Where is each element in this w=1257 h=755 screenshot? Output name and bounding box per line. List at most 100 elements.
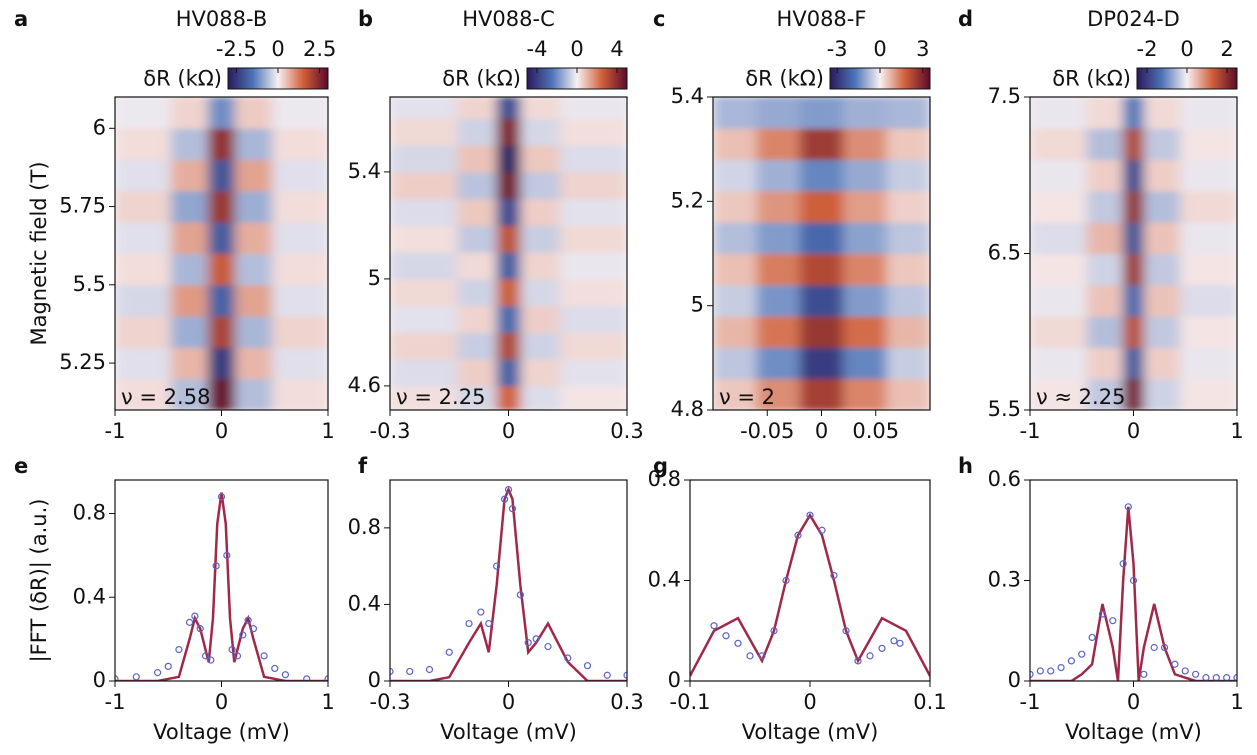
x-tick-label: -1 xyxy=(1020,690,1041,714)
data-point xyxy=(603,671,611,679)
data-point xyxy=(524,639,532,647)
heatmap-cell xyxy=(170,190,209,223)
heatmap-cell xyxy=(234,253,273,286)
panel-label: e xyxy=(14,454,28,478)
heatmap-cell xyxy=(886,159,930,192)
heatmap-cell xyxy=(799,97,844,129)
data-point xyxy=(212,562,220,570)
x-tick-label: 0 xyxy=(502,690,515,714)
data-point xyxy=(1057,663,1065,672)
heatmap-cell xyxy=(799,128,844,161)
heatmap-cell xyxy=(1030,159,1088,192)
heatmap-cell xyxy=(457,278,498,307)
heatmap-cell xyxy=(208,316,236,348)
heatmap-cell xyxy=(170,128,209,161)
heatmap-cell xyxy=(756,284,801,317)
heatmap-cell xyxy=(390,225,458,253)
x-tick-label: 0 xyxy=(815,419,828,443)
heatmap-cell xyxy=(234,222,273,254)
heatmap-cell xyxy=(843,347,888,380)
data-point xyxy=(504,485,513,494)
plot-area xyxy=(1030,97,1237,410)
heatmap-cell xyxy=(272,190,328,223)
heatmap-cell xyxy=(713,284,757,317)
heatmap-cell xyxy=(390,198,458,226)
heatmap-cell xyxy=(1123,378,1145,410)
colorbar-label: δR (kΩ) xyxy=(143,67,222,91)
heatmap-cell xyxy=(520,305,561,333)
colorbar-tick-label: 3 xyxy=(916,37,929,61)
heatmap-cell xyxy=(496,97,521,119)
heatmap-cell xyxy=(886,190,930,223)
plot-area xyxy=(713,97,930,410)
y-tick-label: 0.6 xyxy=(988,467,1021,491)
data-point xyxy=(201,652,210,660)
y-tick-label: 5.25 xyxy=(59,350,106,374)
plot-area xyxy=(1030,503,1237,681)
heatmap-cell xyxy=(843,253,888,286)
x-tick-label: 0 xyxy=(803,690,816,714)
data-point xyxy=(896,639,904,647)
heatmap-cell xyxy=(390,252,458,280)
data-point xyxy=(175,645,183,654)
colorbar-tick-label: -2.5 xyxy=(216,37,257,61)
heatmap-cell xyxy=(115,347,172,380)
data-point xyxy=(746,652,754,660)
heatmap-cell xyxy=(1143,222,1181,254)
x-axis-label: Voltage (mV) xyxy=(153,720,290,744)
x-tick-label: 1 xyxy=(321,419,334,443)
heatmap-cell xyxy=(1123,284,1145,317)
heatmap-cell xyxy=(170,159,209,192)
heatmap-cell xyxy=(843,222,888,254)
heatmap-cell xyxy=(1123,190,1145,223)
x-tick-label: 0 xyxy=(215,690,228,714)
data-point xyxy=(818,526,826,534)
heatmap-cell xyxy=(1123,253,1145,286)
heatmap-cell xyxy=(520,145,561,173)
heatmap-cell xyxy=(520,359,561,387)
heatmap-cell xyxy=(756,253,801,286)
heatmap-cell xyxy=(713,222,757,254)
heatmap-cell xyxy=(457,305,498,333)
axes-frame xyxy=(389,479,628,682)
fit-line xyxy=(690,512,930,677)
heatmap-cell xyxy=(272,128,328,161)
data-point xyxy=(1078,650,1086,658)
heatmap-cell xyxy=(208,190,236,223)
heatmap-cell xyxy=(208,253,236,286)
heatmap-cell xyxy=(170,222,209,254)
heatmap-cell xyxy=(170,97,209,129)
heatmap-cell xyxy=(886,97,930,129)
heatmap-cell xyxy=(520,198,561,226)
data-point xyxy=(516,591,524,599)
heatmap-cell xyxy=(1143,316,1181,348)
data-point xyxy=(1191,670,1200,678)
heatmap-cell xyxy=(1143,253,1181,286)
heatmap-cell xyxy=(390,171,458,200)
y-tick-label: 0 xyxy=(93,668,106,692)
y-tick-label: 4.8 xyxy=(671,397,704,421)
y-tick-label: 0.4 xyxy=(348,591,381,615)
heatmap-cell xyxy=(559,97,627,119)
heatmap-cell xyxy=(272,253,328,286)
heatmap-cell xyxy=(1143,347,1181,380)
colorbar-tick-label: 2 xyxy=(1220,37,1233,61)
heatmap-cell xyxy=(208,347,236,380)
heatmap-cell xyxy=(756,128,801,161)
data-point xyxy=(244,616,252,624)
heatmap-cell xyxy=(756,190,801,223)
heatmap-cell xyxy=(390,305,458,333)
heatmap-cell xyxy=(115,222,172,254)
y-tick-label: 0.4 xyxy=(648,568,681,592)
colorbar-tick-label: 0 xyxy=(1180,37,1193,61)
data-point xyxy=(1109,617,1117,625)
data-point xyxy=(485,619,493,628)
heatmap-cell xyxy=(559,359,627,387)
data-point xyxy=(1067,657,1076,665)
data-point xyxy=(782,576,790,585)
heatmap-cell xyxy=(1086,222,1124,254)
data-point xyxy=(390,667,394,676)
panel-label: a xyxy=(14,7,28,31)
colorbar-label: δR (kΩ) xyxy=(442,67,521,91)
heatmap-cell xyxy=(756,316,801,348)
